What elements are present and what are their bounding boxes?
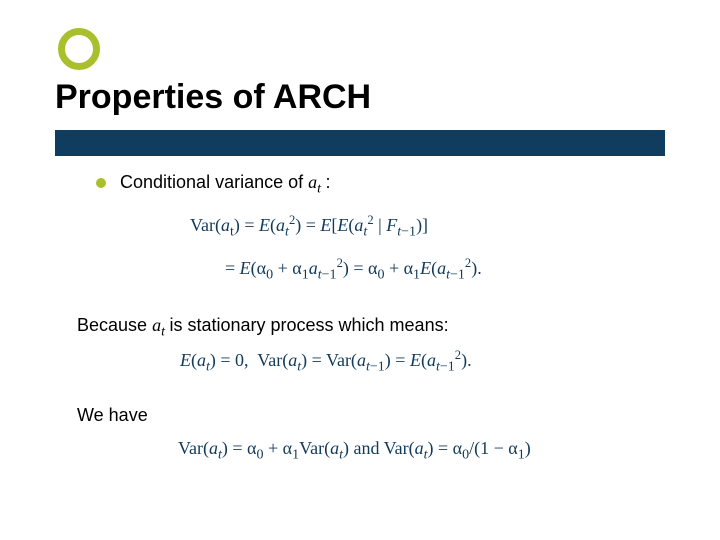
- bullet-text: Conditional variance of at :: [120, 172, 331, 193]
- bullet-dot-icon: [96, 178, 106, 188]
- page-title: Properties of ARCH: [55, 78, 371, 117]
- stationary-text: Because at is stationary process which m…: [77, 315, 449, 336]
- bullet-item: Conditional variance of at :: [96, 172, 331, 193]
- equation-stationary-conditions: E(at) = 0, Var(at) = Var(at−1) = E(at−12…: [180, 350, 472, 371]
- we-have-text: We have: [77, 405, 148, 426]
- title-underline: [55, 130, 665, 156]
- equation-variance-expansion-line1: Var(at) = E(at2) = E[E(at2 | Ft−1)]: [190, 215, 428, 236]
- equation-variance-expansion-line2: = E(α0 + α1at−12) = α0 + α1E(at−12).: [225, 258, 482, 279]
- accent-circle: [58, 28, 100, 70]
- equation-final-variance: Var(at) = α0 + α1Var(at) and Var(at) = α…: [178, 438, 531, 459]
